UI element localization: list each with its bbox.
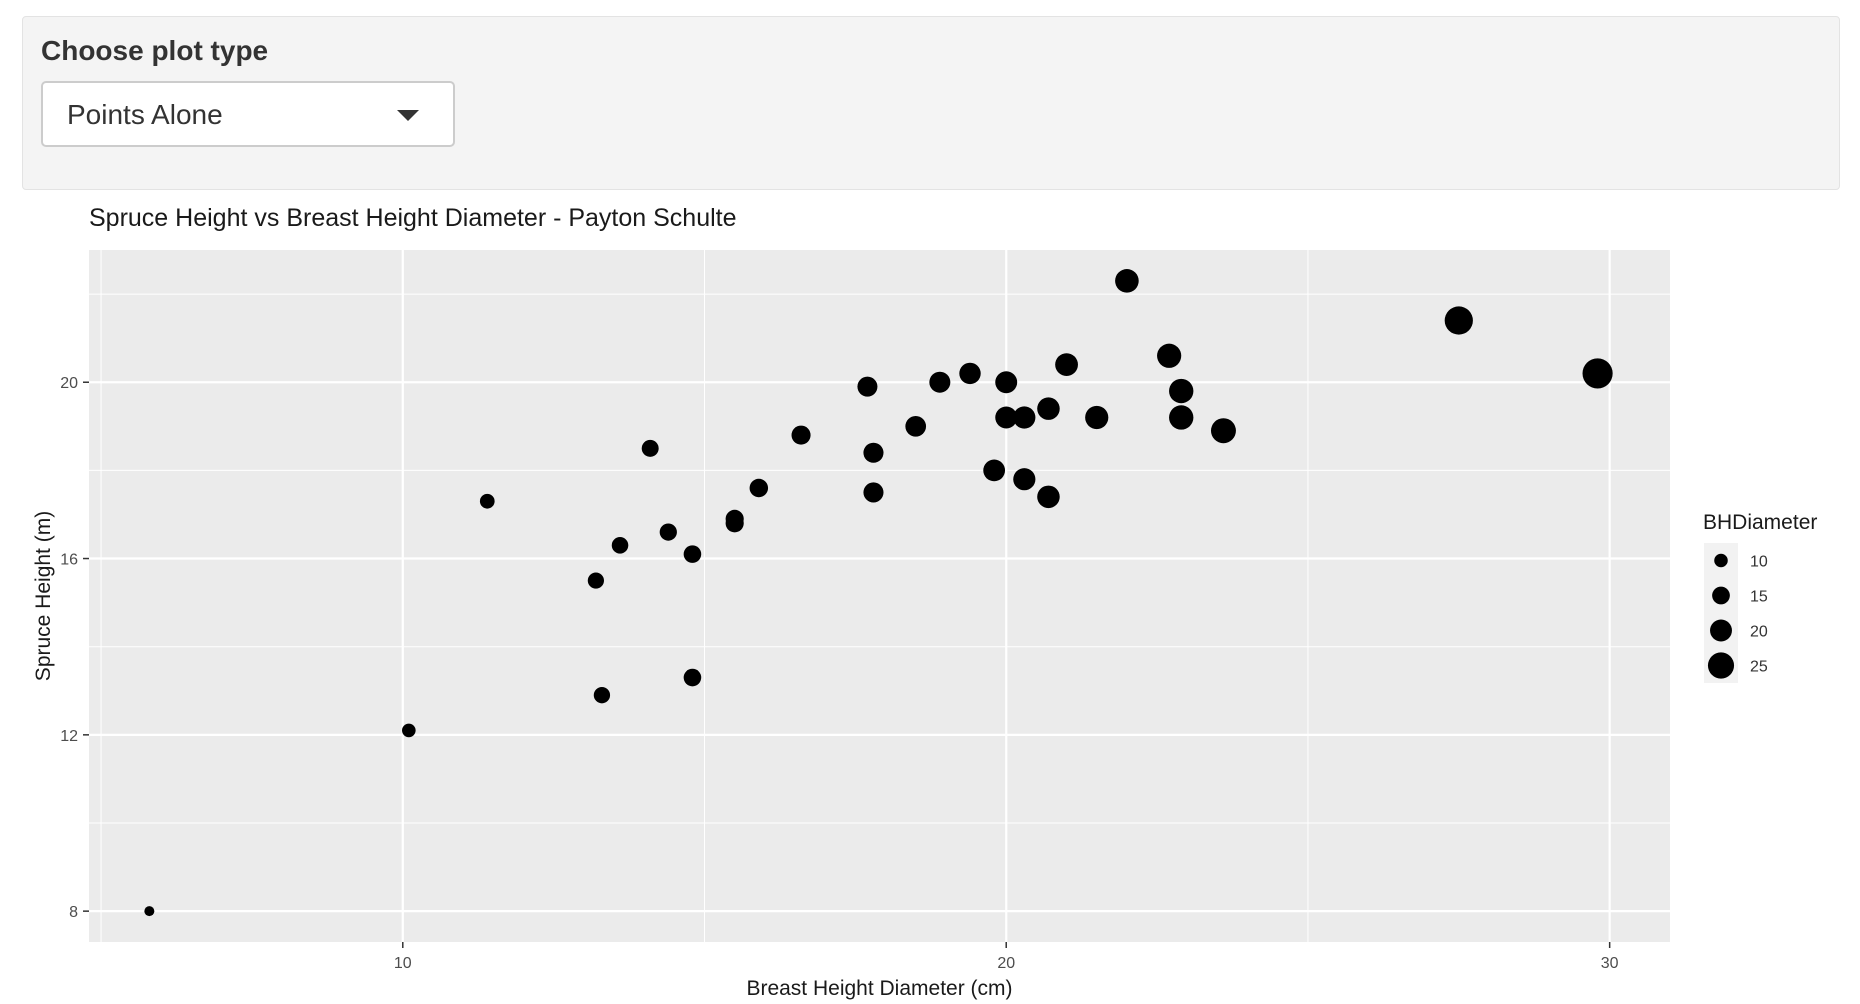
data-point	[611, 537, 629, 554]
legend-key-point	[1710, 619, 1732, 642]
data-point	[995, 371, 1018, 394]
minor-gridlines	[89, 250, 1670, 942]
data-point	[1055, 353, 1078, 376]
data-point	[749, 478, 769, 498]
data-point	[929, 371, 951, 393]
scatter-plot: Spruce Height vs Breast Height Diameter …	[32, 204, 1817, 1000]
data-point	[144, 906, 155, 917]
data-point	[1013, 468, 1036, 491]
data-point	[402, 723, 416, 738]
data-point	[857, 376, 878, 397]
legend-key-point	[1707, 652, 1735, 679]
data-point	[725, 514, 744, 533]
legend-key-point	[1714, 553, 1728, 568]
legend-label: 15	[1750, 589, 1768, 606]
legend-label: 20	[1750, 624, 1768, 641]
plot-type-selected-value: Points Alone	[67, 99, 223, 130]
data-point	[1085, 405, 1109, 430]
data-point	[593, 687, 611, 704]
data-point	[863, 442, 884, 463]
major-gridlines	[89, 250, 1670, 942]
data-point	[641, 439, 659, 457]
legend-title: BHDiameter	[1703, 511, 1817, 534]
data-point	[479, 493, 495, 509]
data-point	[905, 415, 927, 437]
data-point	[1013, 406, 1036, 429]
x-axis: 10 20 30	[394, 942, 1619, 972]
y-tick-label: 20	[60, 375, 78, 392]
y-tick-label: 12	[60, 728, 78, 745]
y-tick-label: 8	[69, 904, 78, 921]
data-point	[659, 523, 677, 541]
legend-label: 25	[1750, 659, 1768, 676]
data-point	[1115, 269, 1139, 293]
data-points	[144, 269, 1613, 917]
data-point	[587, 572, 604, 589]
data-point	[983, 459, 1006, 482]
data-point	[791, 425, 811, 445]
plot-type-select[interactable]: Points Alone	[41, 81, 455, 147]
data-point	[683, 545, 702, 563]
data-point	[995, 406, 1018, 429]
y-axis: 8 12 16 20	[60, 375, 89, 921]
data-point	[863, 482, 884, 503]
data-point	[1169, 405, 1194, 430]
y-axis-label: Spruce Height (m)	[32, 511, 55, 681]
chart-title: Spruce Height vs Breast Height Diameter …	[89, 204, 737, 232]
size-legend: BHDiameter 10 15 20 25	[1703, 511, 1817, 683]
data-point	[1157, 343, 1182, 368]
data-point	[1444, 306, 1473, 335]
data-point	[1169, 378, 1194, 404]
x-tick-label: 20	[997, 955, 1015, 972]
legend-key-point	[1712, 586, 1730, 605]
x-tick-label: 10	[394, 955, 412, 972]
caret-down-icon[interactable]	[397, 110, 419, 121]
plot-type-label: Choose plot type	[41, 35, 269, 66]
controls-panel: Choose plot type Points Alone	[22, 16, 1840, 190]
legend-label: 10	[1750, 554, 1768, 571]
data-point	[1210, 418, 1236, 444]
y-tick-label: 16	[60, 552, 78, 569]
data-point	[683, 668, 702, 687]
data-point	[1582, 358, 1613, 389]
plot-panel	[89, 250, 1670, 942]
x-tick-label: 30	[1601, 955, 1619, 972]
data-point	[959, 362, 981, 385]
x-axis-label: Breast Height Diameter (cm)	[746, 977, 1012, 1000]
data-point	[1037, 485, 1060, 509]
data-point	[1037, 397, 1060, 420]
